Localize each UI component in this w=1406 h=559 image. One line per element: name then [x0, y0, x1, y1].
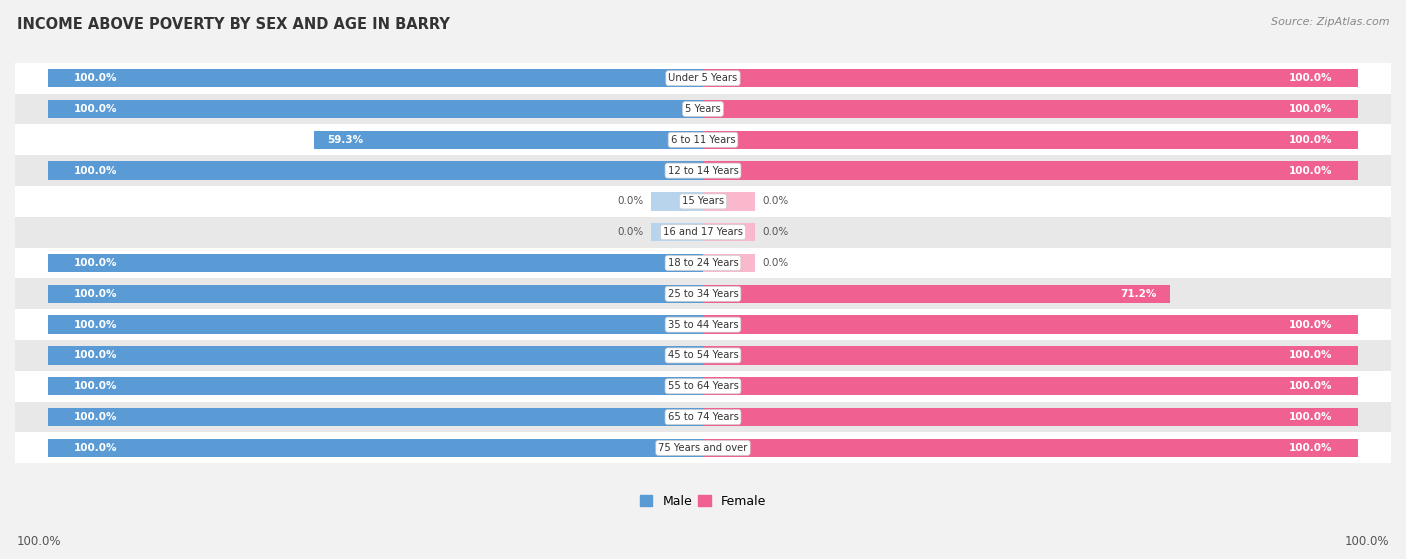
Bar [651, 223, 703, 241]
Text: 35 to 44 Years: 35 to 44 Years [668, 320, 738, 330]
Bar [703, 254, 755, 272]
Text: 100.0%: 100.0% [75, 320, 118, 330]
Text: 75 Years and over: 75 Years and over [658, 443, 748, 453]
Text: 16 and 17 Years: 16 and 17 Years [664, 227, 742, 237]
Text: Source: ZipAtlas.com: Source: ZipAtlas.com [1271, 17, 1389, 27]
Bar [48, 346, 703, 364]
Text: 100.0%: 100.0% [17, 535, 62, 548]
Text: 100.0%: 100.0% [75, 289, 118, 299]
Text: 100.0%: 100.0% [1288, 381, 1331, 391]
Text: 100.0%: 100.0% [1288, 135, 1331, 145]
Text: 100.0%: 100.0% [75, 258, 118, 268]
Text: 100.0%: 100.0% [1288, 350, 1331, 361]
Text: 100.0%: 100.0% [75, 412, 118, 422]
Text: 100.0%: 100.0% [75, 381, 118, 391]
Text: 100.0%: 100.0% [1288, 320, 1331, 330]
Text: 100.0%: 100.0% [75, 350, 118, 361]
Bar [15, 278, 1391, 309]
Bar [703, 285, 1170, 303]
Text: 0.0%: 0.0% [762, 227, 789, 237]
Text: 0.0%: 0.0% [762, 258, 789, 268]
Text: 65 to 74 Years: 65 to 74 Years [668, 412, 738, 422]
Text: 55 to 64 Years: 55 to 64 Years [668, 381, 738, 391]
Bar [703, 377, 1358, 396]
Bar [15, 217, 1391, 248]
Bar [703, 69, 1358, 87]
Text: 5 Years: 5 Years [685, 104, 721, 114]
Text: 59.3%: 59.3% [328, 135, 364, 145]
Text: 0.0%: 0.0% [617, 227, 644, 237]
Text: 25 to 34 Years: 25 to 34 Years [668, 289, 738, 299]
Text: 100.0%: 100.0% [1288, 412, 1331, 422]
Text: 15 Years: 15 Years [682, 196, 724, 206]
Text: 100.0%: 100.0% [75, 443, 118, 453]
Bar [48, 254, 703, 272]
Text: INCOME ABOVE POVERTY BY SEX AND AGE IN BARRY: INCOME ABOVE POVERTY BY SEX AND AGE IN B… [17, 17, 450, 32]
Bar [703, 408, 1358, 427]
Bar [703, 223, 755, 241]
Legend: Male, Female: Male, Female [636, 490, 770, 513]
Bar [315, 131, 703, 149]
Bar [48, 69, 703, 87]
Bar [651, 192, 703, 211]
Bar [703, 131, 1358, 149]
Bar [48, 439, 703, 457]
Bar [703, 346, 1358, 364]
Bar [703, 100, 1358, 119]
Text: 100.0%: 100.0% [1344, 535, 1389, 548]
Text: 45 to 54 Years: 45 to 54 Years [668, 350, 738, 361]
Text: 100.0%: 100.0% [75, 104, 118, 114]
Bar [15, 125, 1391, 155]
Bar [48, 315, 703, 334]
Text: 100.0%: 100.0% [1288, 443, 1331, 453]
Bar [48, 285, 703, 303]
Bar [703, 162, 1358, 180]
Text: 0.0%: 0.0% [762, 196, 789, 206]
Text: 100.0%: 100.0% [1288, 165, 1331, 176]
Bar [703, 192, 755, 211]
Text: 100.0%: 100.0% [1288, 73, 1331, 83]
Bar [703, 315, 1358, 334]
Text: Under 5 Years: Under 5 Years [668, 73, 738, 83]
Text: 0.0%: 0.0% [617, 196, 644, 206]
Bar [15, 433, 1391, 463]
Bar [15, 155, 1391, 186]
Bar [15, 248, 1391, 278]
Bar [15, 93, 1391, 125]
Text: 71.2%: 71.2% [1121, 289, 1156, 299]
Bar [15, 63, 1391, 93]
Text: 100.0%: 100.0% [75, 73, 118, 83]
Bar [703, 439, 1358, 457]
Bar [15, 186, 1391, 217]
Bar [15, 371, 1391, 402]
Bar [48, 408, 703, 427]
Bar [48, 377, 703, 396]
Bar [48, 100, 703, 119]
Text: 12 to 14 Years: 12 to 14 Years [668, 165, 738, 176]
Bar [15, 340, 1391, 371]
Text: 18 to 24 Years: 18 to 24 Years [668, 258, 738, 268]
Text: 6 to 11 Years: 6 to 11 Years [671, 135, 735, 145]
Bar [48, 162, 703, 180]
Text: 100.0%: 100.0% [75, 165, 118, 176]
Bar [15, 402, 1391, 433]
Text: 100.0%: 100.0% [1288, 104, 1331, 114]
Bar [15, 309, 1391, 340]
